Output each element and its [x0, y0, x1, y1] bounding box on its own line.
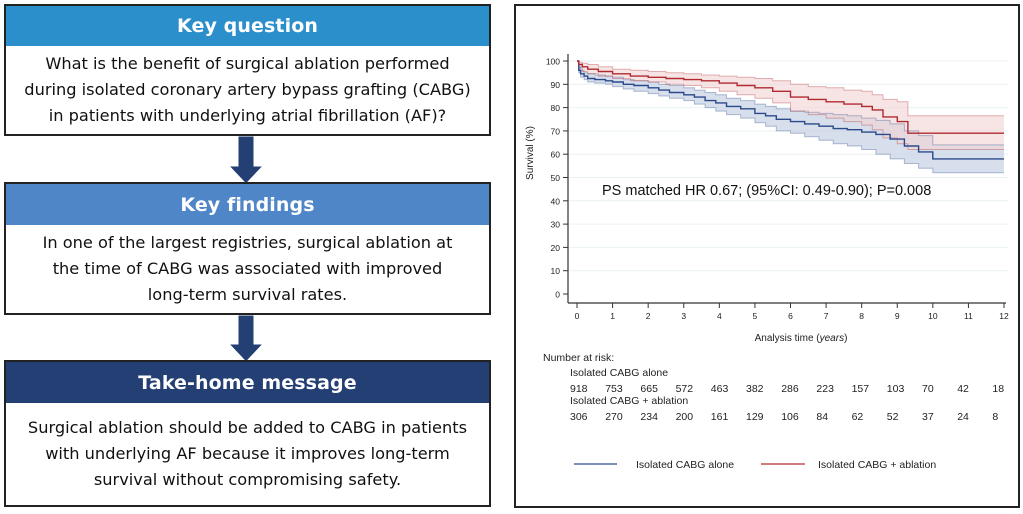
risk-count: 572 — [676, 383, 694, 395]
risk-count: 665 — [640, 383, 658, 395]
key-question-line: in patients with underlying atrial fibri… — [48, 106, 447, 125]
y-tick-label: 0 — [555, 290, 560, 300]
y-tick-label: 60 — [551, 150, 561, 160]
risk-count: 270 — [605, 411, 623, 423]
x-axis-label-unit: years — [819, 333, 844, 344]
key-question-line: What is the benefit of surgical ablation… — [45, 54, 450, 73]
x-axis-label-text: Analysis time — [755, 333, 814, 344]
key-findings-line: the time of CABG was associated with imp… — [52, 259, 443, 278]
x-tick-label: 3 — [681, 311, 686, 321]
risk-count: 8 — [992, 411, 998, 423]
key-findings-line: In one of the largest registries, surgic… — [42, 233, 453, 252]
ci-band-cabg-alone — [577, 61, 1004, 173]
legend-label-cabg-ablation: Isolated CABG + ablation — [818, 459, 936, 471]
y-tick-label: 40 — [551, 196, 561, 206]
x-tick-label: 1 — [610, 311, 615, 321]
risk-row-cabg-alone: 918 753 665 572 463 382 286 223 157 103 70 42 18 — [570, 383, 1004, 395]
confidence-bands — [577, 61, 1004, 173]
take-home-line: with underlying AF because it improves l… — [45, 444, 450, 463]
risk-count: 84 — [816, 411, 828, 423]
take-home-line: Surgical ablation should be added to CAB… — [27, 418, 468, 437]
risk-count: 129 — [746, 411, 764, 423]
risk-row-label-cabg-ablation: Isolated CABG + ablation — [570, 395, 688, 407]
x-tick-label: 5 — [753, 311, 758, 321]
risk-count: 753 — [605, 383, 623, 395]
y-tick-label: 50 — [551, 173, 561, 183]
ci-upper-cabg-ablation — [577, 60, 1004, 117]
take-home-body: Surgical ablation should be added to CAB… — [4, 403, 491, 507]
hazard-ratio-annotation: PS matched HR 0.67; (95%CI: 0.49-0.90); … — [602, 183, 931, 199]
x-tick-label: 0 — [575, 311, 580, 321]
x-tick-label: 10 — [928, 311, 938, 321]
legend: Isolated CABG alone Isolated CABG + abla… — [574, 459, 936, 471]
risk-count: 234 — [640, 411, 658, 423]
arrow-shape — [229, 315, 263, 362]
risk-count: 382 — [746, 383, 764, 395]
x-tick-label: 11 — [964, 311, 973, 321]
take-home-line: survival without compromising safety. — [93, 470, 402, 489]
risk-count: 463 — [711, 383, 729, 395]
risk-count: 70 — [922, 383, 934, 395]
key-findings-title: Key findings — [180, 193, 315, 216]
ci-lower-cabg-ablation — [577, 60, 1004, 150]
take-home-header: Take-home message — [4, 360, 491, 405]
ci-upper-cabg-alone — [577, 60, 1004, 146]
survival-curve-cabg-alone — [577, 60, 1004, 160]
down-arrow-icon — [229, 136, 263, 184]
survival-chart-panel: 0 10 20 30 40 50 60 70 80 90 100 0 1 2 3 4 5 6 7 8 9 10 11 12 S… — [514, 4, 1020, 508]
ci-lower-cabg-alone — [577, 60, 1004, 174]
risk-count: 286 — [781, 383, 799, 395]
risk-count: 223 — [816, 383, 834, 395]
y-tick-label: 70 — [551, 126, 561, 136]
key-findings-body: In one of the largest registries, surgic… — [4, 225, 491, 315]
key-points-flow: Key question What is the benefit of surg… — [4, 4, 491, 507]
legend-label-cabg-alone: Isolated CABG alone — [636, 459, 734, 471]
survival-curve-cabg-ablation — [577, 60, 1004, 134]
x-tick-label: 8 — [859, 311, 864, 321]
risk-count: 106 — [781, 411, 799, 423]
y-tick-label: 10 — [551, 266, 561, 276]
risk-row-cabg-ablation: 306 270 234 200 161 129 106 84 62 52 37 24 8 — [570, 411, 998, 423]
risk-count: 157 — [852, 383, 870, 395]
key-question-body: What is the benefit of surgical ablation… — [4, 46, 491, 136]
risk-count: 103 — [887, 383, 905, 395]
x-tick-label: 4 — [717, 311, 722, 321]
risk-count: 62 — [852, 411, 864, 423]
key-question-line: during isolated coronary artery bypass g… — [24, 80, 471, 99]
y-tick-label: 90 — [551, 80, 561, 90]
risk-count: 42 — [957, 383, 969, 395]
x-tick-label: 6 — [788, 311, 793, 321]
risk-count: 24 — [957, 411, 969, 423]
y-tick-label: 80 — [551, 103, 561, 113]
take-home-title: Take-home message — [138, 371, 357, 394]
y-tick-label: 100 — [546, 57, 560, 67]
key-findings-line: long-term survival rates. — [147, 285, 348, 304]
risk-count: 18 — [992, 383, 1004, 395]
y-axis-label: Survival (%) — [525, 126, 536, 180]
key-question-header: Key question — [4, 4, 491, 48]
risk-count: 37 — [922, 411, 934, 423]
arrow-shape — [229, 136, 263, 184]
risk-count: 161 — [711, 411, 729, 423]
survival-curves — [577, 60, 1004, 174]
risk-row-label-cabg-alone: Isolated CABG alone — [570, 367, 668, 379]
risk-count: 52 — [887, 411, 899, 423]
y-tick-label: 30 — [551, 220, 561, 230]
y-tick-label: 20 — [551, 243, 561, 253]
x-tick-label: 2 — [646, 311, 651, 321]
key-question-title: Key question — [177, 15, 318, 37]
x-axis-label: Analysis time (years) — [755, 333, 848, 344]
key-findings-header: Key findings — [4, 182, 491, 227]
ci-band-cabg-ablation — [577, 61, 1004, 150]
risk-count: 306 — [570, 411, 588, 423]
down-arrow-icon — [229, 315, 263, 362]
risk-table-title: Number at risk: — [543, 352, 614, 364]
x-tick-label: 9 — [895, 311, 900, 321]
x-tick-label: 7 — [824, 311, 829, 321]
x-tick-label: 12 — [999, 311, 1009, 321]
risk-count: 200 — [676, 411, 694, 423]
risk-count: 918 — [570, 383, 588, 395]
